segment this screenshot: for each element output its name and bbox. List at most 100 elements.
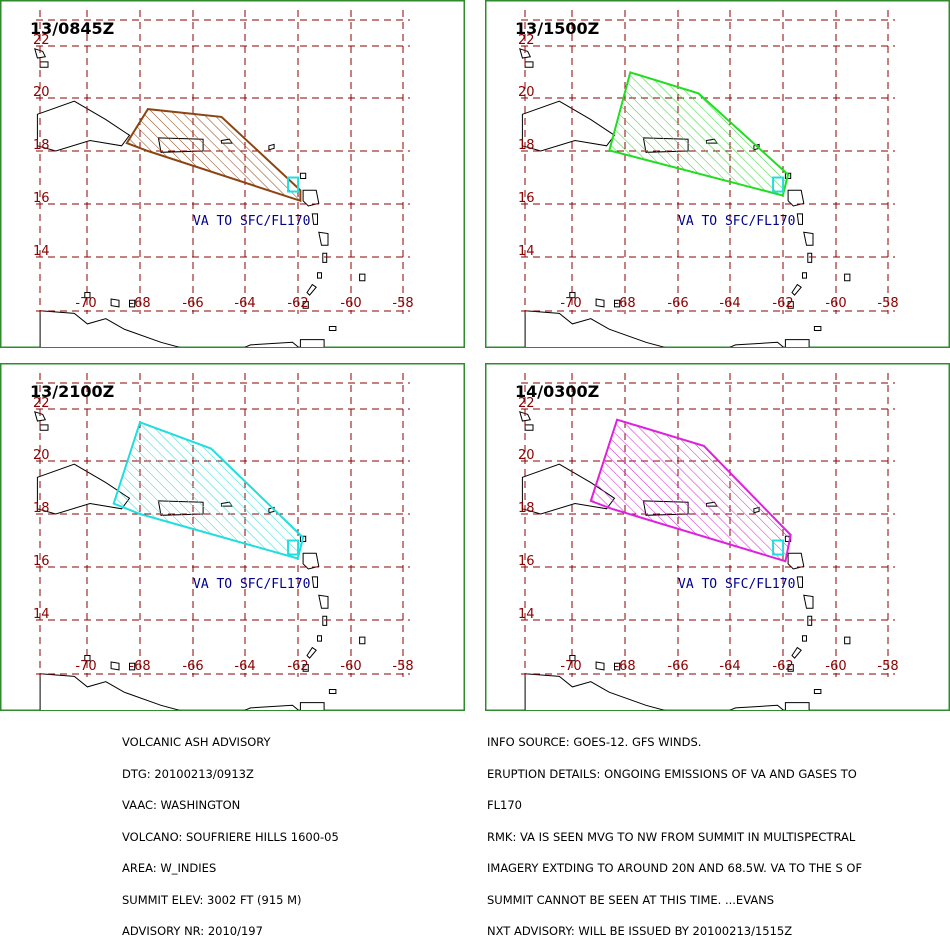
island-martinique (803, 594, 814, 609)
longitude-tick-label: -70 (75, 296, 96, 311)
island-st-lucia (807, 252, 813, 263)
island-antigua (299, 172, 307, 179)
longitude-tick-label: -66 (667, 659, 688, 674)
island-tobago (813, 689, 822, 694)
island-aruba (84, 292, 91, 299)
island-trinidad (784, 702, 810, 710)
island-grenadines (791, 646, 802, 659)
latitude-tick-label: 18 (33, 501, 50, 516)
island-barbados (359, 273, 366, 282)
va-extent-label: VA TO SFC/FL170 (678, 214, 795, 229)
longitude-tick-label: -70 (75, 659, 96, 674)
advisory-line: RMK: VA IS SEEN MVG TO NW FROM SUMMIT IN… (487, 829, 856, 844)
longitude-tick-label: -68 (614, 296, 635, 311)
latitude-tick-label: 14 (33, 244, 50, 259)
latitude-tick-label: 22 (33, 396, 50, 411)
advisory-text-right: INFO SOURCE: GOES-12. GFS WINDS. ERUPTIO… (487, 716, 862, 947)
island-bonaire (614, 662, 621, 671)
latitude-tick-label: 22 (518, 396, 535, 411)
island-inagua (524, 424, 534, 431)
island-st-lucia (322, 252, 328, 263)
island-hispaniola (521, 100, 616, 152)
volcano-vent-marker (287, 539, 300, 556)
latitude-tick-label: 20 (518, 448, 535, 463)
advisory-line: ERUPTION DETAILS: ONGOING EMISSIONS OF V… (487, 766, 857, 781)
ash-cloud-polygon (589, 418, 792, 563)
advisory-text-left: VOLCANIC ASH ADVISORY DTG: 20100213/0913… (122, 716, 339, 947)
island-st-vincent (802, 635, 807, 642)
latitude-tick-label: 16 (518, 554, 535, 569)
island-south-america-coast (524, 673, 784, 710)
island-barbados (844, 273, 851, 282)
island-grenada (787, 301, 794, 309)
longitude-tick-label: -58 (392, 659, 413, 674)
island-bonaire (614, 299, 621, 308)
advisory-line: SUMMIT CANNOT BE SEEN AT THIS TIME. ...E… (487, 892, 775, 907)
island-martinique (318, 231, 329, 246)
island-south-america-coast (39, 673, 299, 710)
latitude-tick-label: 16 (518, 191, 535, 206)
island-dominica (796, 576, 803, 588)
volcano-vent-marker (287, 176, 300, 193)
advisory-line: VOLCANO: SOUFRIERE HILLS 1600-05 (122, 829, 339, 844)
latitude-tick-label: 14 (33, 607, 50, 622)
island-grenadines (306, 646, 317, 659)
volcano-vent-marker (772, 539, 785, 556)
ash-cloud-polygon (125, 108, 302, 203)
longitude-tick-label: -62 (287, 296, 308, 311)
latitude-tick-label: 20 (518, 85, 535, 100)
panel-time-label: 13/0845Z (30, 19, 114, 38)
island-inagua (524, 61, 534, 68)
island-curacao (595, 298, 605, 308)
advisory-line: VAAC: WASHINGTON (122, 798, 241, 812)
island-bonaire (129, 662, 136, 671)
island-trinidad (299, 702, 325, 710)
latitude-tick-label: 18 (518, 138, 535, 153)
island-south-america-coast (39, 310, 299, 347)
island-hispaniola (36, 100, 131, 152)
latitude-tick-label: 14 (518, 607, 535, 622)
island-tobago (328, 326, 337, 331)
island-st-vincent (802, 272, 807, 279)
advisory-line: ADVISORY NR: 2010/197 (122, 924, 263, 938)
longitude-tick-label: -64 (234, 296, 255, 311)
island-grenadines (306, 283, 317, 296)
latitude-tick-label: 22 (33, 33, 50, 48)
island-curacao (110, 661, 120, 671)
island-grenada (302, 301, 309, 309)
longitude-tick-label: -64 (234, 659, 255, 674)
longitude-tick-label: -58 (877, 659, 898, 674)
advisory-line: NXT ADVISORY: WILL BE ISSUED BY 20100213… (487, 924, 793, 938)
va-extent-label: VA TO SFC/FL170 (193, 577, 310, 592)
island-inagua (39, 424, 49, 431)
va-extent-label: VA TO SFC/FL170 (678, 577, 795, 592)
island-st-lucia (807, 615, 813, 626)
island-tobago (328, 689, 337, 694)
island-guadeloupe (787, 552, 805, 570)
island-curacao (110, 298, 120, 308)
longitude-tick-label: -60 (340, 659, 361, 674)
panel-time-label: 13/1500Z (515, 19, 599, 38)
island-martinique (803, 231, 814, 246)
longitude-tick-label: -60 (340, 296, 361, 311)
longitude-tick-label: -66 (182, 659, 203, 674)
island-barbados (844, 636, 851, 645)
advisory-line: FL170 (487, 798, 522, 812)
longitude-tick-label: -62 (772, 296, 793, 311)
longitude-tick-label: -68 (129, 659, 150, 674)
panel-time-label: 14/0300Z (515, 382, 599, 401)
island-dominica (311, 213, 318, 225)
island-bonaire (129, 299, 136, 308)
advisory-line: DTG: 20100213/0913Z (122, 766, 254, 781)
latitude-tick-label: 14 (518, 244, 535, 259)
advisory-line: AREA: W_INDIES (122, 861, 217, 875)
island-barbados (359, 636, 366, 645)
island-aruba (84, 655, 91, 662)
longitude-tick-label: -64 (719, 296, 740, 311)
longitude-tick-label: -70 (560, 659, 581, 674)
island-hispaniola (36, 463, 131, 515)
latitude-tick-label: 20 (33, 448, 50, 463)
island-trinidad (299, 339, 325, 347)
island-dominica (311, 576, 318, 588)
volcano-vent-marker (772, 176, 785, 193)
